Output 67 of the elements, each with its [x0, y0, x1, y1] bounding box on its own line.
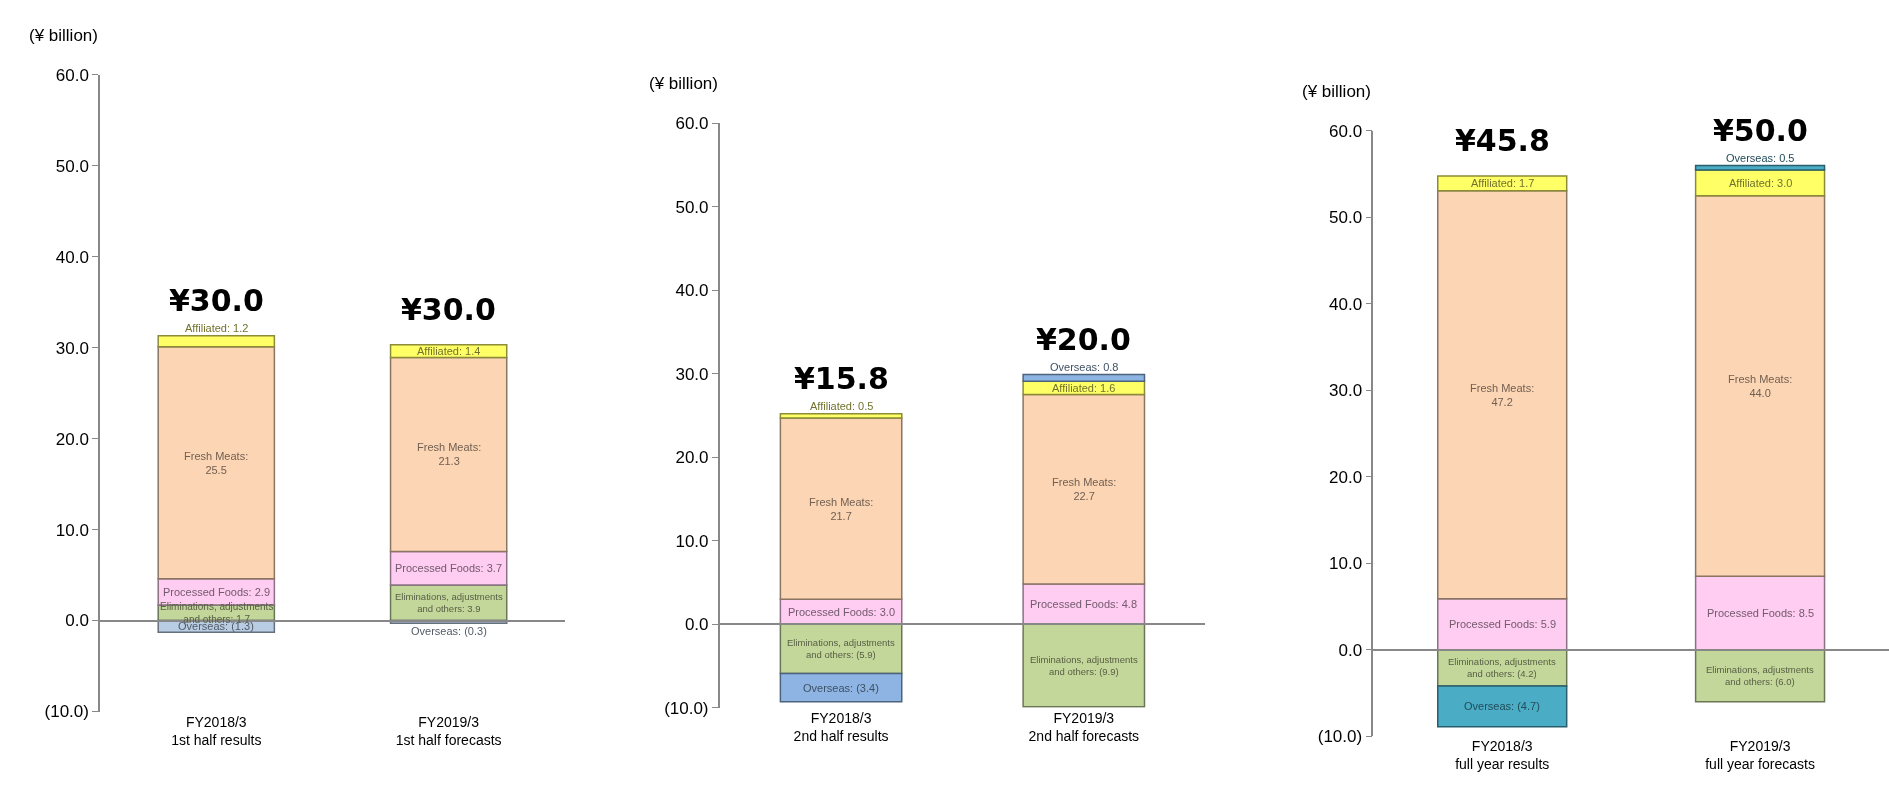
data-label: Processed Foods: 2.9: [163, 586, 271, 598]
data-label: Processed Foods: 3.7: [395, 562, 503, 574]
data-label: Processed Foods: 3.0: [788, 606, 896, 618]
data-label: Affiliated: 1.6: [1052, 382, 1116, 394]
data-label: Affiliated: 1.2: [185, 322, 249, 334]
y-tick-label: 40.0: [675, 281, 709, 301]
y-tick-label: (10.0): [664, 698, 709, 718]
data-label: Processed Foods: 8.5: [1707, 607, 1815, 619]
total-label: ¥15.8: [794, 361, 889, 396]
data-label: Overseas: (4.7): [1464, 700, 1540, 712]
y-tick-label: 50.0: [675, 197, 709, 217]
y-tick-label: 30.0: [675, 364, 709, 384]
data-label: Fresh Meats: 47.2: [1470, 382, 1535, 409]
total-label: ¥45.8: [1455, 123, 1550, 158]
total-label: ¥20.0: [1036, 322, 1131, 357]
y-axis-title: (¥ billion): [649, 74, 718, 93]
data-label: Affiliated: 3.0: [1729, 177, 1793, 189]
y-tick-label: 20.0: [675, 448, 709, 468]
y-tick-label: 50.0: [55, 156, 89, 176]
y-tick-label: 0.0: [65, 611, 89, 631]
data-label: Eliminations, adjustments and others: (5.9): [787, 637, 895, 661]
data-label: Affiliated: 1.7: [1471, 177, 1535, 189]
x-tick-label: FY2018/3 2nd half results: [793, 709, 889, 744]
y-tick-label: 40.0: [55, 247, 89, 267]
y-tick-label: 60.0: [55, 65, 89, 85]
y-tick-label: 0.0: [684, 615, 709, 635]
y-tick-label: 60.0: [675, 114, 709, 134]
data-label: Eliminations, adjustments and others: (9.9): [1030, 654, 1138, 678]
data-label: Overseas: 0.5: [1726, 152, 1795, 164]
x-tick-label: FY2019/3 full year forecasts: [1705, 738, 1815, 773]
y-tick-label: 0.0: [1338, 640, 1363, 660]
data-label: Eliminations, adjustments and others: 3.9: [395, 591, 503, 615]
data-label: Eliminations, adjustments and others: (4.2): [1448, 656, 1556, 680]
data-label: Overseas: (0.3): [411, 625, 487, 637]
data-label: Fresh Meats: 22.7: [1052, 476, 1117, 503]
data-label: Overseas: (3.4): [803, 682, 879, 694]
y-tick-label: 60.0: [1329, 121, 1363, 141]
total-label: ¥50.0: [1713, 113, 1808, 148]
y-tick-label: 20.0: [55, 429, 89, 449]
y-axis-title: (¥ billion): [29, 26, 98, 45]
data-label: Fresh Meats: 21.7: [809, 496, 874, 523]
y-tick-label: 10.0: [1329, 554, 1363, 574]
data-label: Overseas: 0.8: [1050, 361, 1119, 373]
x-tick-label: FY2019/3 2nd half forecasts: [1028, 709, 1140, 744]
y-tick-label: 10.0: [55, 520, 89, 540]
data-label: Affiliated: 0.5: [810, 400, 874, 412]
y-tick-label: (10.0): [44, 702, 89, 722]
y-axis-title: (¥ billion): [1302, 82, 1371, 101]
y-tick-label: 30.0: [1329, 381, 1363, 401]
total-label: ¥30.0: [169, 283, 264, 318]
data-label: Processed Foods: 5.9: [1449, 618, 1557, 630]
y-tick-label: 50.0: [1329, 208, 1363, 228]
y-tick-label: 10.0: [675, 531, 709, 551]
y-tick-label: 40.0: [1329, 294, 1363, 314]
y-tick-label: (10.0): [1317, 727, 1363, 747]
x-tick-label: FY2019/3 1st half forecasts: [395, 713, 502, 748]
x-tick-label: FY2018/3 full year results: [1455, 738, 1550, 773]
total-label: ¥30.0: [401, 292, 496, 327]
x-tick-label: FY2018/3 1st half results: [171, 713, 262, 748]
data-label: Fresh Meats: 21.3: [417, 441, 482, 468]
data-label: Fresh Meats: 25.5: [184, 450, 249, 477]
data-label: Affiliated: 1.4: [417, 345, 481, 357]
y-tick-label: 20.0: [1329, 467, 1363, 487]
data-label: Eliminations, adjustments and others: (6.0): [1706, 664, 1814, 688]
data-label: Fresh Meats: 44.0: [1728, 373, 1793, 400]
data-label: Processed Foods: 4.8: [1030, 598, 1138, 610]
y-tick-label: 30.0: [55, 338, 89, 358]
